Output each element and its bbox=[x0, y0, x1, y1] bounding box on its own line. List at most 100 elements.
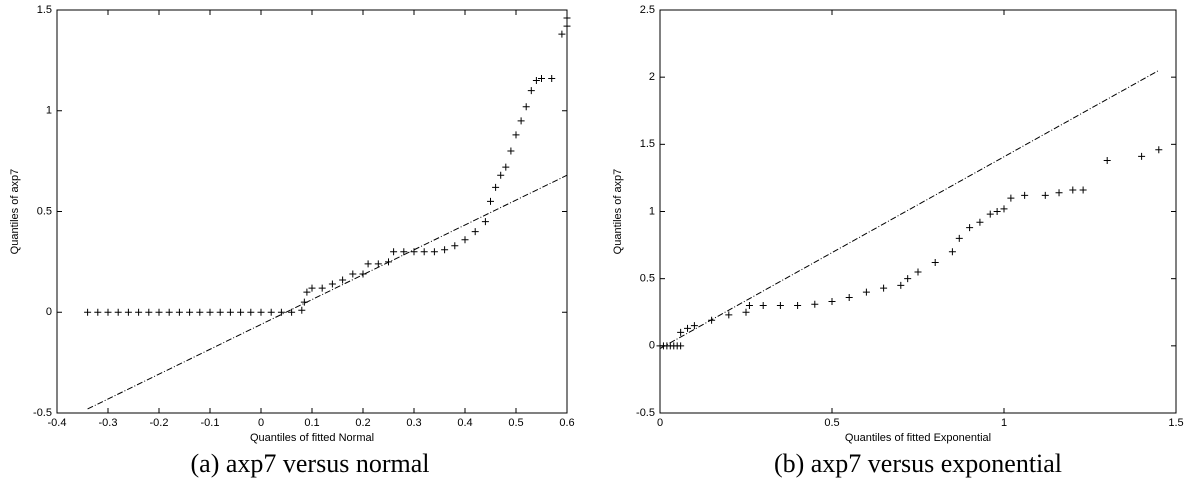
data-point bbox=[794, 302, 802, 310]
data-point bbox=[186, 308, 194, 316]
x-tick-label: 0.5 bbox=[824, 417, 839, 429]
data-point bbox=[339, 276, 347, 284]
caption: (a) axp7 versus normal bbox=[191, 449, 430, 478]
y-tick-label: 1.5 bbox=[640, 138, 655, 150]
data-point bbox=[84, 308, 92, 316]
x-tick-label: -0.3 bbox=[99, 417, 118, 429]
data-point bbox=[931, 259, 939, 267]
data-point bbox=[993, 208, 1001, 215]
x-tick-label: 0.4 bbox=[457, 417, 472, 429]
data-point bbox=[451, 242, 459, 250]
x-tick-label: 0 bbox=[258, 417, 264, 429]
data-point bbox=[966, 224, 974, 232]
data-point bbox=[196, 308, 204, 316]
data-point bbox=[298, 306, 306, 314]
data-point bbox=[471, 228, 479, 236]
data-point bbox=[216, 308, 224, 316]
data-point bbox=[420, 248, 428, 256]
data-point bbox=[532, 77, 540, 85]
data-point bbox=[145, 308, 153, 316]
data-point bbox=[708, 316, 716, 324]
reference-line bbox=[659, 70, 1160, 349]
data-point bbox=[487, 197, 494, 205]
data-point bbox=[684, 324, 692, 332]
y-tick-label: 0.5 bbox=[37, 205, 52, 217]
data-point bbox=[548, 75, 556, 83]
data-point bbox=[507, 147, 515, 155]
data-point bbox=[277, 308, 285, 316]
data-point bbox=[349, 270, 357, 278]
data-point bbox=[563, 14, 571, 22]
data-point bbox=[563, 22, 571, 30]
data-point bbox=[1041, 191, 1049, 199]
data-point bbox=[502, 163, 510, 171]
data-point bbox=[522, 103, 530, 111]
data-point bbox=[492, 183, 500, 191]
data-point bbox=[497, 171, 505, 179]
data-point bbox=[517, 117, 525, 125]
plot-frame bbox=[56, 9, 568, 414]
y-tick-label: 1 bbox=[46, 105, 52, 117]
x-tick-label: -0.4 bbox=[48, 417, 67, 429]
data-point bbox=[914, 268, 922, 276]
x-tick-label: 1 bbox=[1001, 417, 1007, 429]
data-point bbox=[1155, 146, 1163, 154]
data-point bbox=[303, 288, 311, 296]
data-point bbox=[527, 87, 535, 95]
data-point bbox=[1021, 191, 1029, 199]
y-tick-label: -0.5 bbox=[636, 407, 655, 419]
data-point bbox=[94, 308, 102, 316]
data-point bbox=[247, 308, 255, 316]
data-point bbox=[1055, 189, 1063, 197]
data-point bbox=[288, 308, 296, 316]
data-point bbox=[461, 236, 469, 244]
data-point bbox=[300, 298, 308, 306]
data-point bbox=[430, 248, 438, 256]
x-axis-label: Quantiles of fitted Exponential bbox=[845, 432, 991, 444]
x-tick-label: 0.6 bbox=[559, 417, 574, 429]
y-axis-label: Quantiles of axp7 bbox=[9, 169, 21, 255]
data-point bbox=[359, 270, 367, 278]
data-point bbox=[165, 308, 173, 316]
data-point bbox=[880, 284, 888, 292]
y-tick-label: 2.5 bbox=[640, 4, 655, 16]
data-point bbox=[104, 308, 112, 316]
data-point bbox=[745, 302, 753, 310]
data-point bbox=[512, 131, 520, 139]
reference-line bbox=[87, 174, 568, 410]
data-point bbox=[1138, 152, 1146, 160]
data-point bbox=[257, 308, 265, 316]
y-tick-label: 1.5 bbox=[37, 4, 52, 16]
plot-frame bbox=[659, 9, 1177, 414]
data-point bbox=[237, 308, 245, 316]
data-point bbox=[690, 322, 698, 330]
x-axis-label: Quantiles of fitted Normal bbox=[250, 432, 374, 444]
x-tick-label: -0.2 bbox=[150, 417, 169, 429]
data-point bbox=[175, 308, 183, 316]
x-tick-label: 1.5 bbox=[1168, 417, 1183, 429]
data-point bbox=[725, 311, 733, 319]
data-point bbox=[776, 302, 784, 310]
data-point bbox=[1000, 205, 1008, 213]
data-point bbox=[155, 308, 163, 316]
y-tick-label: 2 bbox=[649, 71, 655, 83]
data-point bbox=[114, 308, 122, 316]
data-point bbox=[811, 300, 819, 308]
y-tick-label: 0 bbox=[649, 340, 655, 352]
data-point bbox=[1069, 186, 1077, 194]
data-point bbox=[385, 258, 392, 266]
data-point bbox=[1007, 194, 1015, 202]
data-point bbox=[390, 248, 398, 256]
data-point bbox=[677, 328, 685, 336]
data-point bbox=[308, 284, 316, 292]
data-point bbox=[1103, 156, 1111, 164]
data-point bbox=[897, 281, 905, 289]
x-tick-label: 0 bbox=[657, 417, 663, 429]
data-point bbox=[759, 302, 767, 310]
data-point bbox=[374, 260, 382, 268]
caption: (b) axp7 versus exponential bbox=[774, 449, 1062, 478]
data-point bbox=[955, 234, 963, 242]
data-point bbox=[862, 288, 870, 296]
y-tick-label: 0.5 bbox=[640, 273, 655, 285]
